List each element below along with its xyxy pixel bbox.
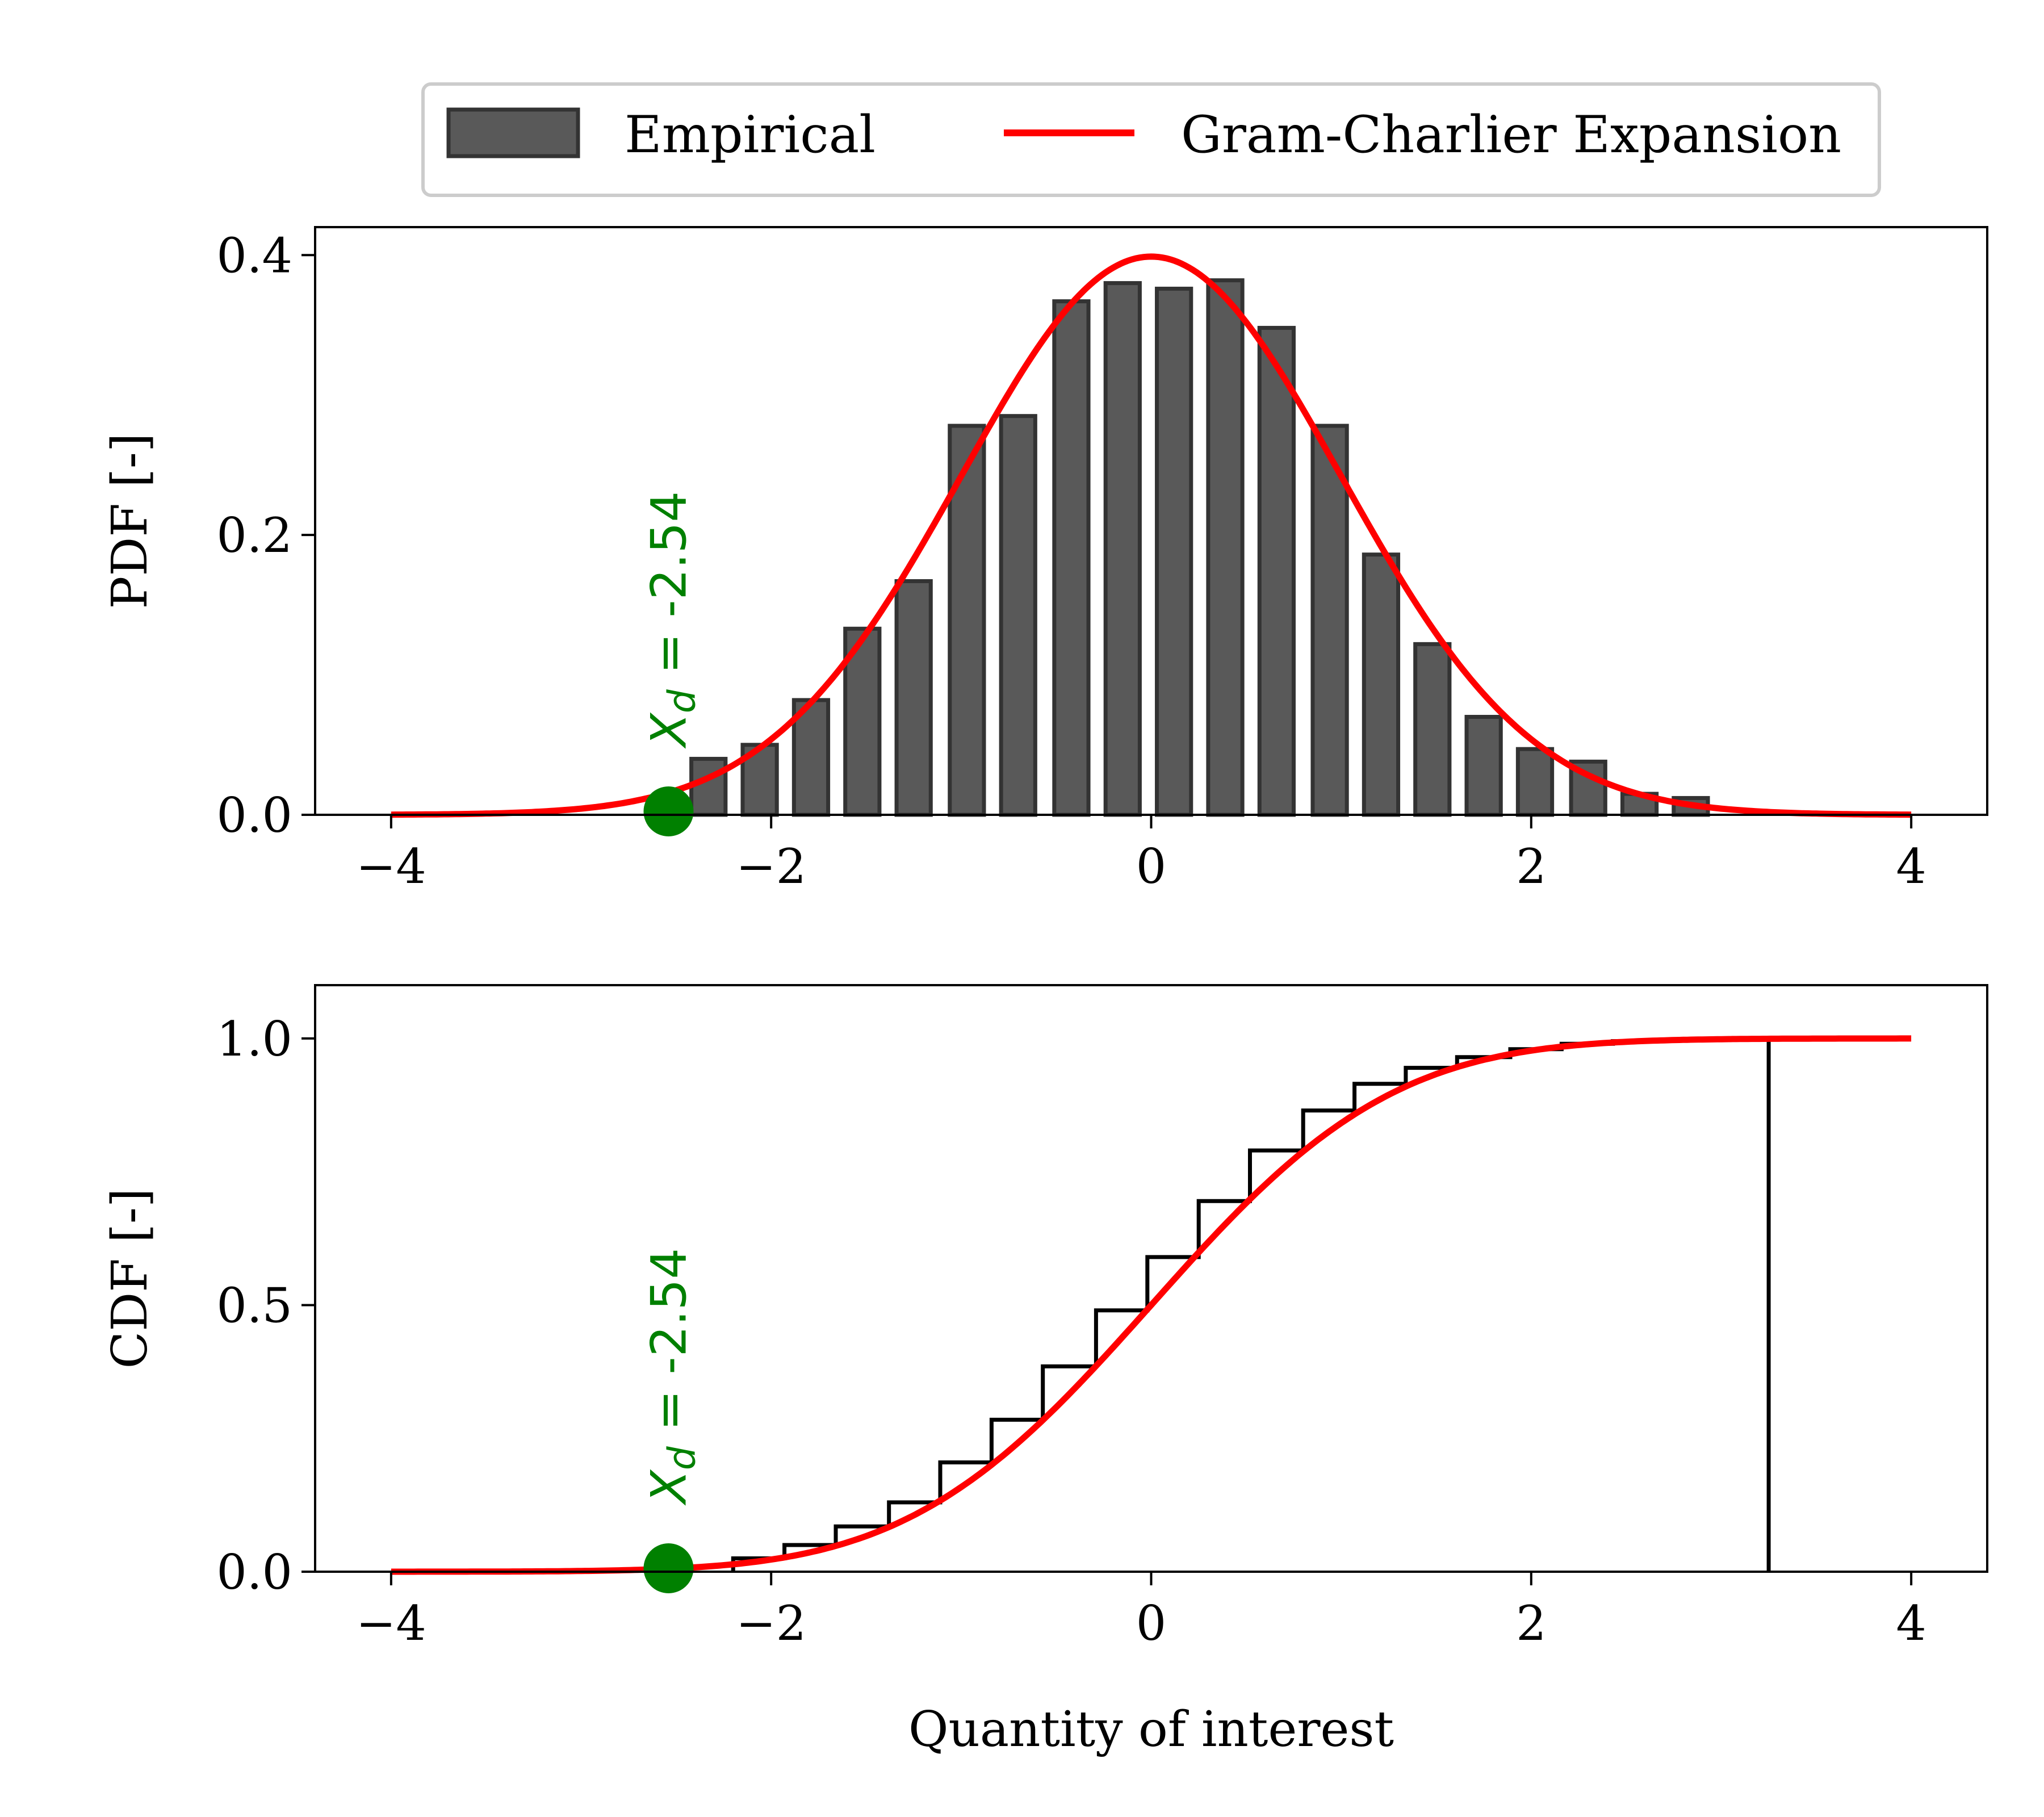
pdf-y-tick-label: 0.2 [216,508,292,563]
pdf-bar [1515,747,1555,817]
cdf-x-tick-label: −2 [736,1596,806,1651]
cdf-design-point-label: Xd = -2.54 [640,1248,703,1506]
cdf-y-axis-label: CDF [-] [102,1188,158,1369]
pdf-bar [1103,281,1142,817]
cdf-x-axis: −4 −2 0 2 4 [356,1572,1926,1651]
cdf-x-tick-label: 2 [1516,1596,1546,1651]
pdf-bar [1413,642,1452,817]
cdf-design-point-marker [643,1543,694,1593]
legend-frame [421,82,1881,197]
pdf-design-point-marker [643,786,694,836]
cdf-gram-charlier-curve [391,1035,1912,1575]
pdf-x-axis: −4 −2 0 2 4 [356,815,1926,894]
cdf-annot-text: = -2.54 [640,1248,697,1446]
pdf-y-axis: 0.0 0.2 0.4 [216,228,315,843]
pdf-y-tick-label: 0.4 [216,228,292,283]
cdf-x-tick-label: −4 [356,1596,426,1651]
cdf-y-tick-label: 0.0 [216,1544,292,1600]
pdf-x-tick-label: 4 [1896,839,1926,894]
legend-swatch-empirical [446,107,580,158]
pdf-bar [1464,715,1503,817]
pdf-x-tick-label: 2 [1516,839,1546,894]
pdf-bar [1257,325,1296,817]
cdf-panel: Xd = -2.54 −4 −2 0 2 4 0.0 0.5 1.0 CDF [-] Qua… [102,984,1988,1758]
pdf-bar [1155,286,1193,817]
pdf-x-tick-label: −2 [736,839,806,894]
pdf-bar [689,756,728,817]
legend-label-empirical: Empirical [625,105,876,165]
pdf-bar [1362,552,1401,817]
cdf-x-axis-label: Quantity of interest [908,1701,1394,1758]
pdf-x-tick-label: 0 [1136,839,1166,894]
pdf-bar [894,579,933,817]
pdf-bar [1206,278,1245,817]
pdf-bar [999,414,1037,817]
cdf-y-tick-label: 0.5 [216,1278,292,1333]
legend: Empirical Gram-Charlier Expansion [421,82,1881,197]
pdf-panel: Xd = -2.54 −4 −2 0 2 4 0.0 0.2 0.4 PDF [-] [102,226,1988,894]
pdf-bar [1310,424,1349,817]
pdf-bar [1052,299,1091,817]
pdf-y-tick-label: 0.0 [216,788,292,843]
cdf-axes-frame [314,984,1988,1573]
pdf-gram-charlier-curve [391,253,1912,818]
pdf-axes-frame [314,226,1988,816]
cdf-x-tick-label: 4 [1896,1596,1926,1651]
legend-label-gram-charlier: Gram-Charlier Expansion [1181,105,1841,165]
pdf-annot-sub: d [660,689,703,713]
pdf-annot-text: = -2.54 [640,491,697,689]
pdf-y-axis-label: PDF [-] [102,433,158,609]
pdf-annot-var: X [640,712,697,749]
pdf-bars [689,278,1710,817]
pdf-x-tick-label: −4 [356,839,426,894]
pdf-design-point-label: Xd = -2.54 [640,491,703,749]
cdf-annot-sub: d [660,1446,703,1470]
cdf-y-axis: 0.0 0.5 1.0 [216,1011,315,1600]
cdf-annot-var: X [640,1469,697,1506]
cdf-y-tick-label: 1.0 [216,1011,292,1067]
cdf-x-tick-label: 0 [1136,1596,1166,1651]
cdf-empirical-step [731,1036,1771,1572]
